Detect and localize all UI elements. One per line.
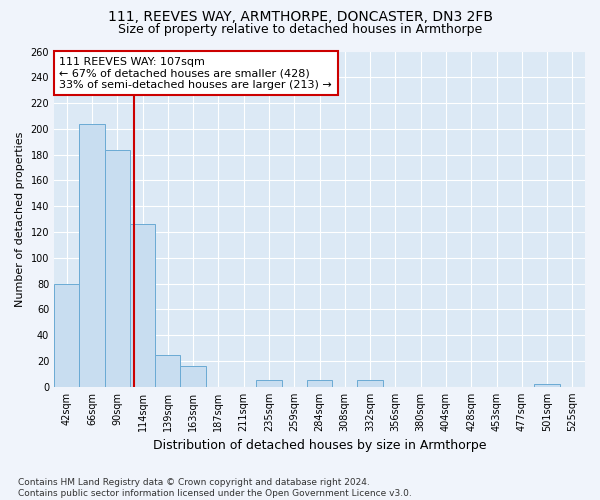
Text: 111 REEVES WAY: 107sqm
← 67% of detached houses are smaller (428)
33% of semi-de: 111 REEVES WAY: 107sqm ← 67% of detached…: [59, 56, 332, 90]
Text: 111, REEVES WAY, ARMTHORPE, DONCASTER, DN3 2FB: 111, REEVES WAY, ARMTHORPE, DONCASTER, D…: [107, 10, 493, 24]
Text: Contains HM Land Registry data © Crown copyright and database right 2024.
Contai: Contains HM Land Registry data © Crown c…: [18, 478, 412, 498]
Y-axis label: Number of detached properties: Number of detached properties: [15, 132, 25, 307]
Bar: [535, 384, 560, 387]
Bar: [79, 124, 104, 387]
X-axis label: Distribution of detached houses by size in Armthorpe: Distribution of detached houses by size …: [153, 440, 486, 452]
Text: Size of property relative to detached houses in Armthorpe: Size of property relative to detached ho…: [118, 22, 482, 36]
Bar: [130, 224, 155, 387]
Bar: [307, 380, 332, 387]
Bar: [155, 354, 181, 387]
Bar: [104, 150, 130, 387]
Bar: [256, 380, 281, 387]
Bar: [181, 366, 206, 387]
Bar: [358, 380, 383, 387]
Bar: [54, 284, 79, 387]
